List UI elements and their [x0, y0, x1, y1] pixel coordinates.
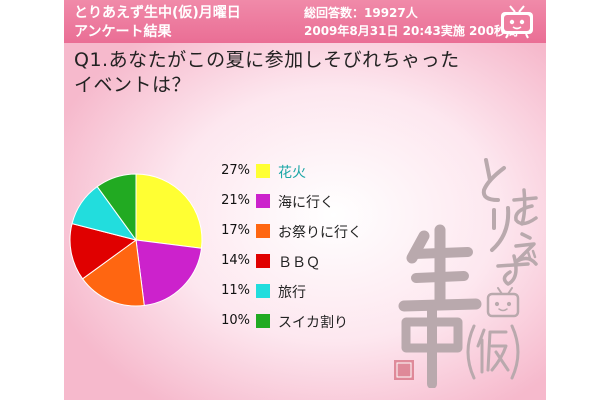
tv-mascot-icon	[501, 5, 533, 39]
pie-slice	[69, 222, 138, 280]
pie-slice	[135, 239, 203, 307]
legend-swatch	[256, 194, 270, 208]
pie-slice	[96, 173, 137, 242]
slice-percent-label: 10%	[221, 313, 250, 328]
legend-swatch	[256, 254, 270, 268]
slice-percent-label: 14%	[221, 253, 250, 268]
header-subtitle: アンケート結果	[74, 24, 172, 40]
pie-slice	[135, 173, 203, 249]
legend-swatch	[256, 284, 270, 298]
total-responses: 総回答数：19927人	[304, 6, 418, 20]
header-title: とりあえず生中(仮)月曜日	[74, 5, 241, 21]
survey-date: 2009年8月31日 20:43実施 200秒間	[304, 24, 519, 38]
legend-swatch	[256, 224, 270, 238]
question-line-1: Q1.あなたがこの夏に参加しそびれちゃった	[74, 49, 460, 71]
legend-label: スイカ割り	[278, 315, 348, 331]
slice-percent-label: 11%	[221, 283, 250, 298]
legend-label: お祭りに行く	[278, 225, 362, 241]
header-bar: とりあえず生中(仮)月曜日 アンケート結果 総回答数：19927人 2009年8…	[64, 0, 546, 43]
legend-item: 11% 旅行	[212, 281, 412, 303]
legend-swatch	[256, 314, 270, 328]
legend-label: 花火	[278, 165, 306, 181]
legend-label: ＢＢＱ	[278, 255, 320, 271]
survey-panel: とりあえず生中(仮)月曜日 アンケート結果 総回答数：19927人 2009年8…	[64, 0, 546, 400]
question-line-2: イベントは？	[74, 74, 192, 96]
slice-percent-label: 21%	[221, 193, 250, 208]
pie-slice	[81, 239, 145, 307]
legend-item: 27% 花火	[212, 161, 412, 183]
legend-item: 17% お祭りに行く	[212, 221, 412, 243]
slice-percent-label: 27%	[221, 163, 250, 178]
legend-label: 海に行く	[278, 195, 334, 211]
legend-swatch	[256, 164, 270, 178]
legend-item: 14% ＢＢＱ	[212, 251, 412, 273]
legend-item: 21% 海に行く	[212, 191, 412, 213]
slice-percent-label: 17%	[221, 223, 250, 238]
pie-chart	[69, 173, 203, 307]
question-text: Q1.あなたがこの夏に参加しそびれちゃった イベントは？	[74, 48, 544, 98]
legend-label: 旅行	[278, 285, 306, 301]
legend-item: 10% スイカ割り	[212, 311, 412, 333]
show-logo-watermark	[394, 158, 538, 388]
